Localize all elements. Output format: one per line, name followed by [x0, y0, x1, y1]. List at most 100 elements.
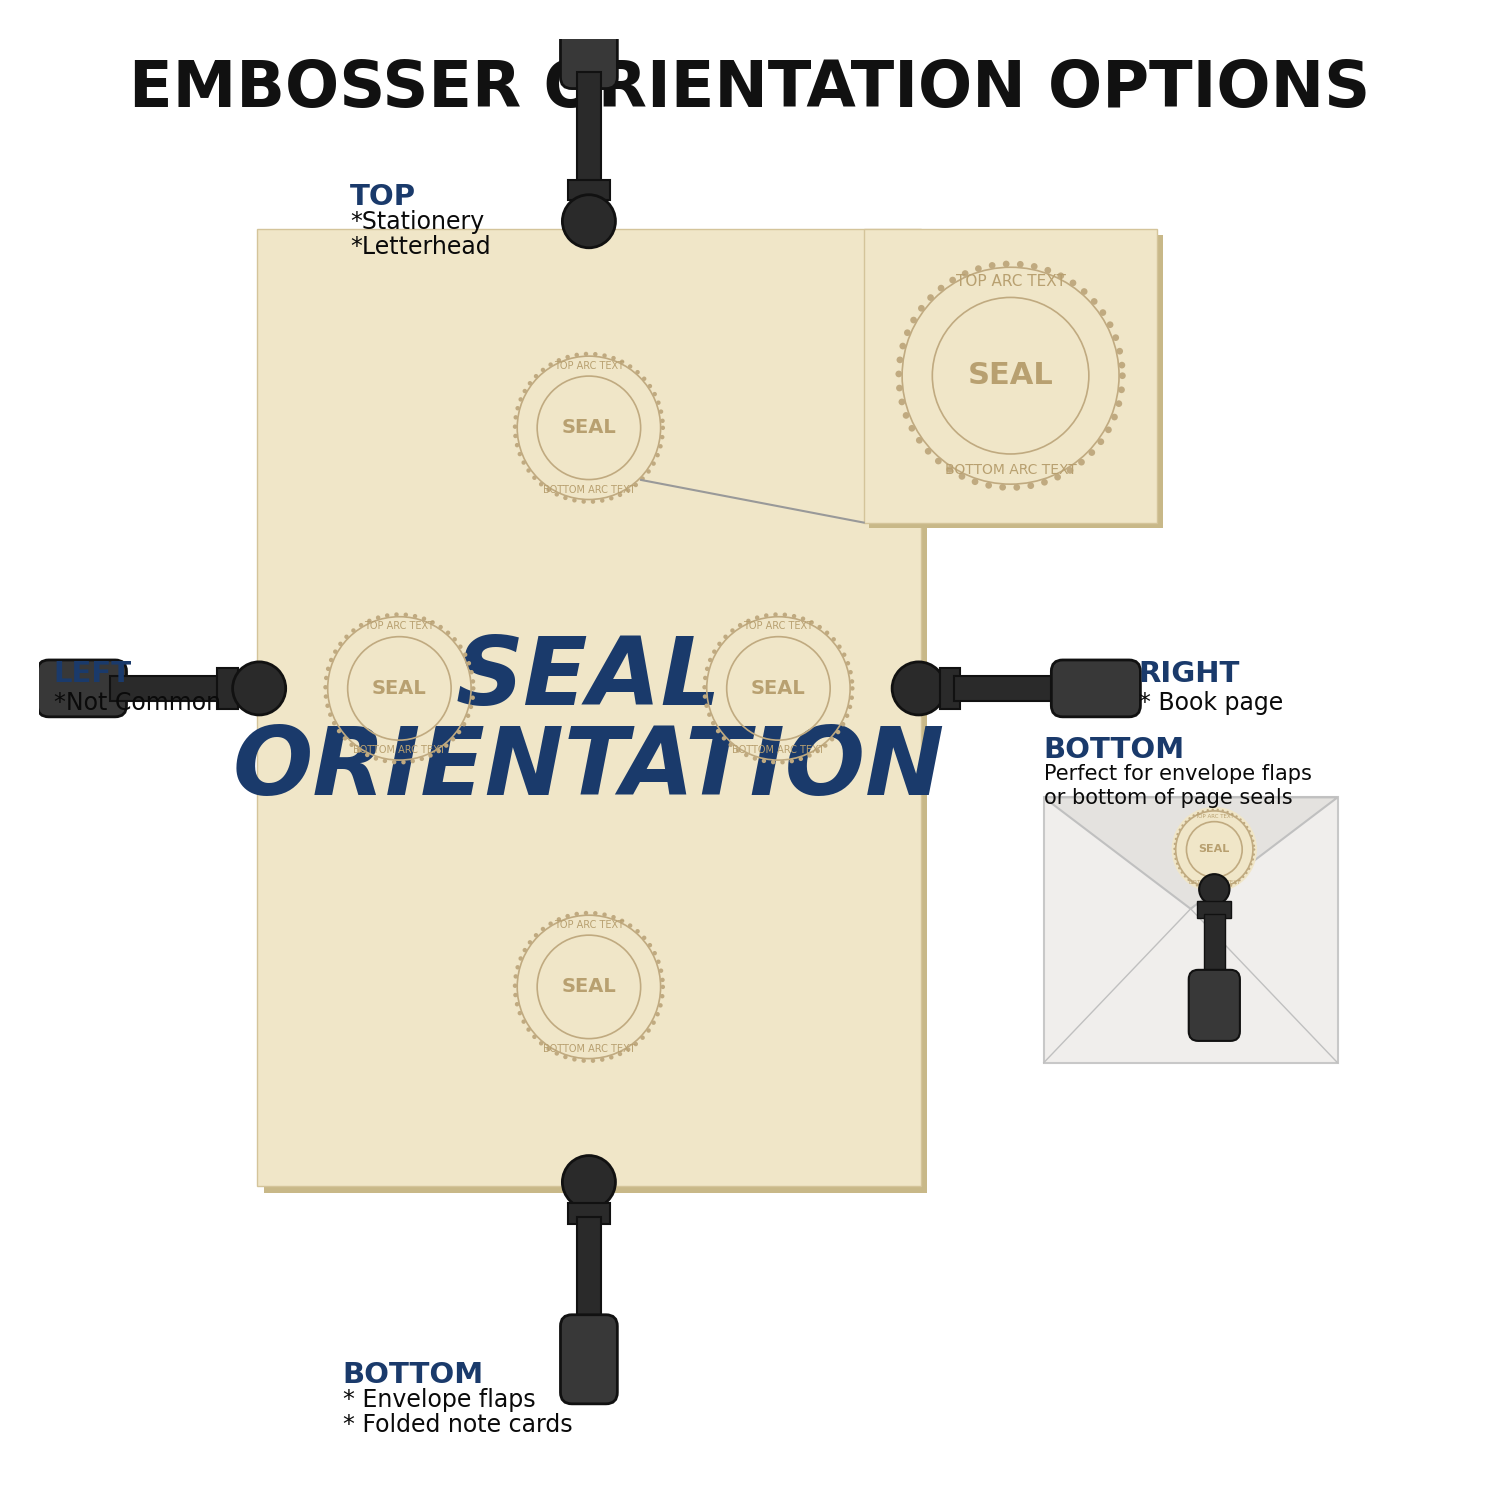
Circle shape: [1198, 874, 1230, 904]
Circle shape: [646, 1029, 651, 1032]
FancyBboxPatch shape: [954, 676, 1068, 700]
Text: BOTTOM: BOTTOM: [1044, 736, 1185, 764]
Circle shape: [513, 416, 517, 420]
Circle shape: [1216, 808, 1219, 812]
Circle shape: [658, 1004, 663, 1008]
Text: SEAL: SEAL: [968, 362, 1053, 390]
Circle shape: [1248, 830, 1251, 833]
Text: TOP ARC TEXT: TOP ARC TEXT: [554, 920, 624, 930]
Circle shape: [1221, 810, 1224, 812]
FancyBboxPatch shape: [864, 230, 1158, 522]
Circle shape: [986, 482, 992, 489]
Text: BOTTOM ARC TEXT: BOTTOM ARC TEXT: [732, 746, 825, 756]
Circle shape: [774, 612, 777, 616]
Text: BOTTOM ARC TEXT: BOTTOM ARC TEXT: [543, 1044, 634, 1054]
Circle shape: [364, 753, 369, 758]
Circle shape: [1174, 858, 1178, 859]
Circle shape: [513, 993, 517, 998]
Circle shape: [534, 374, 538, 378]
FancyBboxPatch shape: [1188, 970, 1240, 1041]
Circle shape: [818, 626, 822, 630]
Circle shape: [636, 370, 640, 375]
Circle shape: [738, 622, 742, 627]
Circle shape: [844, 714, 849, 718]
Circle shape: [532, 1035, 537, 1040]
Circle shape: [438, 626, 442, 630]
Circle shape: [357, 748, 362, 753]
Circle shape: [452, 736, 456, 741]
Circle shape: [938, 285, 945, 291]
Circle shape: [528, 940, 532, 945]
Circle shape: [342, 736, 346, 741]
Circle shape: [1248, 867, 1251, 870]
Circle shape: [1112, 414, 1118, 420]
Circle shape: [1196, 884, 1198, 886]
FancyBboxPatch shape: [576, 1216, 602, 1330]
Circle shape: [584, 910, 588, 915]
Circle shape: [1078, 459, 1084, 465]
Circle shape: [466, 714, 471, 718]
Text: SEAL: SEAL: [561, 978, 616, 996]
Circle shape: [1252, 840, 1254, 842]
Circle shape: [896, 261, 1125, 490]
Circle shape: [1176, 862, 1179, 865]
Circle shape: [950, 276, 956, 284]
Circle shape: [326, 666, 330, 670]
Circle shape: [1226, 886, 1227, 888]
Circle shape: [656, 960, 660, 964]
Circle shape: [1176, 833, 1179, 836]
Circle shape: [1227, 812, 1228, 813]
Circle shape: [849, 670, 853, 675]
Circle shape: [1041, 478, 1048, 486]
Circle shape: [512, 910, 666, 1064]
Circle shape: [1232, 813, 1233, 814]
Circle shape: [780, 760, 784, 765]
Circle shape: [358, 622, 363, 627]
FancyBboxPatch shape: [258, 230, 921, 1186]
Circle shape: [712, 650, 717, 654]
Circle shape: [652, 951, 657, 956]
Circle shape: [847, 705, 852, 710]
Circle shape: [816, 748, 821, 753]
Circle shape: [592, 910, 597, 915]
FancyBboxPatch shape: [939, 668, 960, 710]
Circle shape: [706, 712, 711, 717]
Text: * Book page: * Book page: [1138, 692, 1282, 715]
Circle shape: [526, 1028, 531, 1032]
Circle shape: [612, 356, 615, 360]
FancyBboxPatch shape: [576, 72, 602, 186]
Circle shape: [324, 675, 328, 680]
Text: LEFT: LEFT: [54, 660, 132, 688]
Circle shape: [909, 424, 915, 432]
Circle shape: [962, 270, 969, 278]
Circle shape: [436, 748, 441, 753]
Circle shape: [328, 658, 333, 662]
Circle shape: [528, 381, 532, 386]
Circle shape: [792, 614, 796, 618]
Circle shape: [1250, 862, 1252, 865]
Circle shape: [351, 628, 355, 633]
Circle shape: [646, 470, 651, 474]
Circle shape: [988, 262, 996, 268]
Circle shape: [927, 294, 934, 302]
Circle shape: [609, 1054, 613, 1059]
Circle shape: [1215, 888, 1218, 891]
Circle shape: [1116, 348, 1124, 354]
Text: SEAL: SEAL: [1198, 844, 1230, 855]
Circle shape: [910, 316, 916, 324]
Circle shape: [897, 357, 903, 363]
Circle shape: [1119, 372, 1126, 380]
Circle shape: [612, 915, 615, 920]
Circle shape: [642, 936, 646, 940]
Circle shape: [518, 1011, 522, 1016]
Circle shape: [640, 1035, 645, 1040]
Circle shape: [386, 614, 390, 618]
Circle shape: [640, 477, 645, 482]
Circle shape: [842, 652, 846, 657]
Circle shape: [392, 760, 396, 765]
Circle shape: [1173, 847, 1176, 850]
Circle shape: [810, 620, 814, 624]
Circle shape: [516, 964, 520, 969]
Circle shape: [1118, 387, 1125, 393]
Circle shape: [618, 492, 622, 496]
